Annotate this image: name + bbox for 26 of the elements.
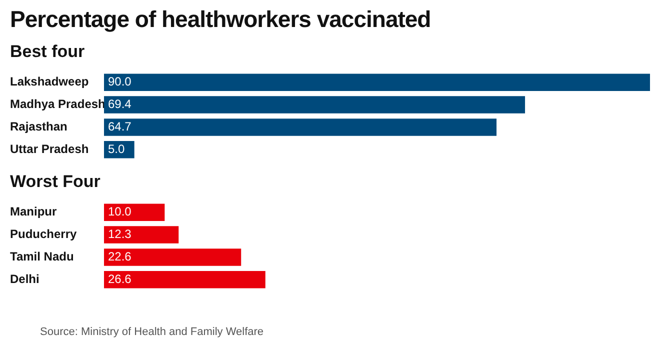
bar	[104, 96, 526, 114]
chart-title: Percentage of healthworkers vaccinated	[9, 5, 432, 34]
data-label: 5.0	[108, 142, 126, 156]
chart-subtitle: Worst Four	[9, 171, 102, 193]
y-tick-label: Puducherry	[10, 227, 78, 242]
y-tick-label: Lakshadweep	[10, 74, 89, 89]
y-tick-label: Manipur	[10, 204, 57, 219]
data-label: 64.7	[108, 120, 132, 134]
chart-subtitle: Best four	[9, 41, 86, 63]
y-tick-label: Delhi	[10, 272, 40, 286]
data-label: 69.4	[108, 97, 132, 112]
data-label: 10.0	[108, 204, 132, 219]
y-tick-label: Uttar Pradesh	[10, 142, 89, 156]
y-tick-label: Rajasthan	[10, 120, 68, 134]
bar	[104, 204, 165, 222]
bar	[104, 270, 266, 288]
bar	[104, 118, 497, 136]
bar	[104, 226, 179, 244]
source-note: Source: Ministry of Health and Family Welfare	[39, 325, 265, 338]
bar	[104, 248, 242, 266]
data-label: 22.6	[108, 250, 132, 264]
bar	[104, 74, 650, 92]
data-label: 12.3	[108, 227, 132, 242]
y-tick-label: Tamil Nadu	[10, 250, 74, 264]
data-label: 90.0	[108, 74, 132, 89]
data-label: 26.6	[108, 272, 132, 286]
